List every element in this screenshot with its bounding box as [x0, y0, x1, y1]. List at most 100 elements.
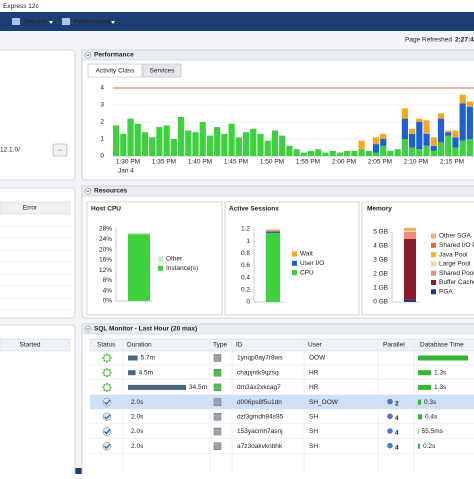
- legend-swatch: [431, 261, 436, 266]
- legend-label: CPU: [300, 269, 314, 276]
- parallel-count: 4: [395, 415, 399, 422]
- bar-segment: [404, 230, 416, 231]
- y-tick-label: 0: [100, 153, 104, 160]
- bar-segment: [460, 103, 466, 140]
- user-name: SH: [309, 428, 318, 435]
- type-icon: [214, 399, 221, 406]
- column-header: Parallel: [383, 342, 405, 349]
- bar-segment: [438, 142, 444, 156]
- tab-label[interactable]: Activity Class: [96, 68, 135, 75]
- legend-swatch: [292, 270, 297, 275]
- bar-segment: [214, 127, 220, 156]
- status-running-icon: [103, 384, 105, 386]
- sql-id-link[interactable]: dm3ax2xkcag7: [237, 384, 281, 391]
- db-time-bar: [418, 444, 420, 449]
- selected-row[interactable]: [90, 395, 474, 409]
- button-label[interactable]: ...: [57, 146, 63, 153]
- title-strip: [0, 0, 474, 12]
- legend-swatch: [431, 280, 436, 285]
- bar-segment: [113, 125, 119, 156]
- panel-title: SQL Monitor - Last Hour (20 max): [94, 326, 197, 333]
- bar-segment: [250, 129, 256, 156]
- status-done-icon: [103, 428, 111, 436]
- bar-segment: [402, 108, 408, 118]
- sql-id-link[interactable]: a7z3oakvknbhk: [237, 443, 283, 450]
- bar-segment: [438, 119, 444, 143]
- bar-segment: [330, 151, 336, 156]
- subpanel-title: Memory: [367, 206, 392, 213]
- status-running-icon: [102, 386, 104, 388]
- y-tick-label: 20%: [99, 246, 112, 253]
- bar-segment: [279, 136, 285, 156]
- column-header: ID: [236, 342, 243, 349]
- sql-id-link[interactable]: 153yacmh7asnj: [237, 428, 283, 435]
- x-tick-label: 2:05 PM: [368, 159, 392, 166]
- parallel-count: 4: [395, 444, 399, 451]
- parallel-icon: [387, 399, 393, 405]
- bar-segment: [257, 134, 263, 156]
- y-tick-label: 24%: [99, 236, 112, 243]
- sql-id-link[interactable]: 1ynqp0ay7r8ws: [237, 355, 283, 362]
- refreshed-label: Page Refreshed: [405, 37, 452, 44]
- duration-bar: [128, 370, 136, 375]
- parallel-count: 2: [395, 400, 399, 407]
- status-running-icon: [103, 389, 105, 391]
- nav-bar: [0, 12, 474, 31]
- bar-segment: [128, 233, 150, 234]
- legend-swatch: [158, 266, 163, 271]
- panel-title: Performance: [94, 52, 134, 59]
- menu[interactable]: Performance: [74, 19, 112, 26]
- db-time-bar: [418, 385, 431, 390]
- user-name: HR: [309, 384, 319, 391]
- bar-segment: [185, 131, 191, 157]
- tab-label[interactable]: Services: [150, 68, 176, 75]
- status-done-icon: [103, 442, 111, 450]
- bar-segment: [387, 151, 393, 156]
- legend-label: Wait: [300, 251, 313, 258]
- bar-segment: [445, 132, 451, 135]
- type-icon: [214, 443, 221, 450]
- status-running-icon: [106, 368, 108, 370]
- x-sublabel: Jan 4: [118, 168, 134, 175]
- sql-id-link[interactable]: d006ps8f5u1dn: [237, 399, 282, 406]
- legend-label: Instance(s): [166, 265, 198, 272]
- type-icon: [214, 369, 221, 376]
- bar-segment: [171, 139, 177, 156]
- bar-segment: [156, 127, 162, 156]
- panel-title: Resources: [94, 188, 128, 195]
- status-done-icon: [103, 398, 111, 406]
- bar-segment: [358, 141, 364, 150]
- duration-label: 2.0s: [131, 414, 144, 421]
- bar-segment: [207, 136, 213, 156]
- bar-segment: [142, 132, 148, 156]
- db-time-bar: [418, 414, 422, 419]
- bar-segment: [452, 131, 458, 138]
- bar-segment: [416, 149, 422, 156]
- status-running-icon: [109, 357, 111, 359]
- sql-id-link[interactable]: chapjntk9qzsq: [237, 369, 279, 376]
- bar-segment: [337, 153, 343, 156]
- status-running-icon: [106, 390, 108, 392]
- bar-segment: [366, 151, 372, 156]
- y-tick-label: 28%: [99, 226, 112, 233]
- product-name: Express 12c: [3, 3, 40, 10]
- duration-label: 4.5m: [139, 369, 153, 376]
- y-tick-label: 2: [100, 119, 104, 126]
- legend-label: Large Pool: [439, 261, 471, 268]
- parallel-icon: [387, 414, 393, 420]
- duration-bar: [128, 356, 138, 361]
- bar-segment: [404, 239, 416, 300]
- status-running-icon: [108, 384, 110, 386]
- y-tick-label: 0%: [103, 298, 113, 305]
- bar-segment: [301, 153, 307, 156]
- menu[interactable]: Security: [24, 19, 48, 26]
- y-tick-label: 3: [100, 102, 104, 109]
- status-running-icon: [109, 372, 111, 374]
- y-tick-label: 12%: [99, 267, 112, 274]
- sql-id-link[interactable]: dzf3gmdh84s95: [237, 414, 284, 421]
- y-tick-label: 5 GB: [373, 229, 388, 236]
- duration-label: 5.7m: [141, 355, 155, 362]
- x-tick-label: 2:00 PM: [332, 159, 356, 166]
- panel-header: [82, 50, 474, 60]
- type-icon: [214, 428, 221, 435]
